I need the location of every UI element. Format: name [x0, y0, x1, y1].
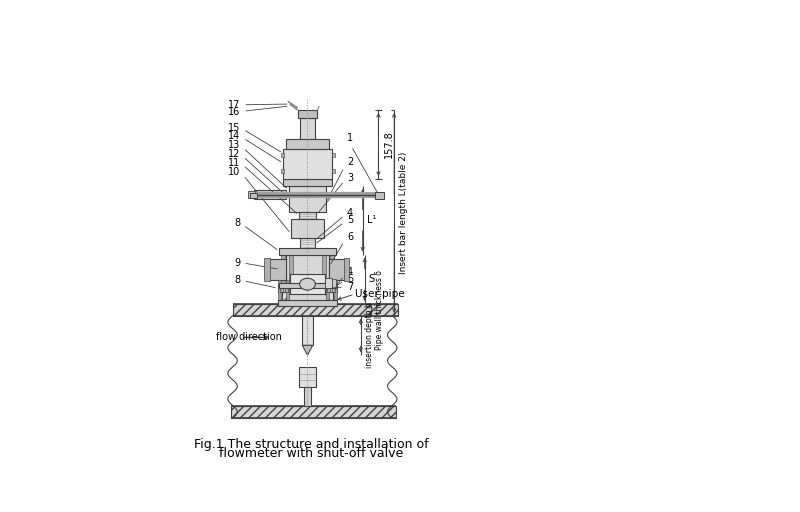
Bar	[278, 284, 337, 292]
Bar	[298, 110, 318, 118]
Bar	[332, 169, 335, 173]
Text: S: S	[369, 274, 374, 284]
Bar	[291, 219, 324, 238]
Polygon shape	[230, 407, 396, 418]
Bar	[330, 254, 334, 288]
Text: 9: 9	[234, 258, 277, 269]
Bar	[283, 150, 332, 179]
Bar	[285, 284, 288, 292]
Text: 5: 5	[317, 216, 353, 243]
Bar	[300, 118, 315, 139]
Text: 4: 4	[336, 267, 353, 286]
Bar	[322, 254, 326, 288]
Bar	[326, 280, 329, 306]
Text: 2: 2	[328, 157, 353, 199]
Bar	[301, 238, 314, 247]
Bar	[304, 387, 310, 407]
Text: Fig.1 The structure and installation of: Fig.1 The structure and installation of	[194, 438, 429, 451]
Text: 1: 1	[347, 133, 378, 194]
Bar	[281, 169, 284, 173]
Bar	[254, 189, 286, 199]
Bar	[332, 153, 335, 157]
Text: 6: 6	[330, 232, 353, 264]
Text: 3: 3	[318, 173, 353, 213]
Bar	[286, 254, 329, 284]
Polygon shape	[233, 304, 398, 316]
Bar	[281, 153, 284, 157]
Bar	[332, 284, 335, 292]
Text: Pipe wall thickness δ: Pipe wall thickness δ	[374, 270, 383, 350]
Text: 14: 14	[228, 132, 281, 162]
Bar	[327, 284, 330, 292]
Bar	[286, 280, 290, 306]
Bar	[283, 179, 332, 186]
Bar	[344, 258, 349, 281]
Text: 10: 10	[228, 167, 289, 231]
Bar	[279, 284, 282, 292]
Bar	[290, 274, 326, 294]
Text: 13: 13	[228, 140, 286, 188]
Text: 8: 8	[234, 275, 275, 288]
Bar	[268, 259, 286, 280]
Bar	[248, 191, 255, 198]
Bar	[279, 284, 336, 288]
Bar	[299, 367, 316, 387]
Bar	[329, 259, 345, 280]
Text: L¹: L¹	[366, 216, 376, 225]
Bar	[264, 258, 270, 281]
Text: 8: 8	[234, 218, 277, 249]
Ellipse shape	[300, 279, 315, 290]
Text: 7: 7	[328, 282, 353, 292]
Text: 5: 5	[328, 274, 353, 291]
Text: 4: 4	[317, 208, 353, 239]
Bar	[286, 139, 329, 150]
Text: 11: 11	[228, 158, 297, 214]
Text: 15: 15	[228, 123, 281, 152]
Text: 157.8: 157.8	[383, 131, 394, 158]
Bar	[332, 279, 336, 287]
Bar	[289, 186, 326, 211]
Polygon shape	[282, 294, 333, 304]
Bar	[278, 300, 337, 306]
Bar	[278, 280, 282, 306]
Bar	[282, 254, 285, 288]
Bar	[279, 247, 336, 254]
Bar	[282, 292, 333, 304]
Bar	[302, 316, 313, 345]
Text: User pipe: User pipe	[355, 289, 405, 299]
Text: insertion depth h: insertion depth h	[365, 303, 374, 368]
Text: flowmeter with shut-off valve: flowmeter with shut-off valve	[219, 447, 403, 460]
Bar	[326, 279, 332, 288]
Text: 17: 17	[228, 100, 287, 110]
Bar	[374, 193, 384, 199]
Text: flow direction: flow direction	[216, 332, 282, 343]
Text: 16: 16	[228, 106, 287, 117]
Text: 12: 12	[228, 149, 286, 196]
Bar	[334, 280, 337, 306]
Bar	[290, 254, 293, 288]
Bar	[250, 193, 258, 198]
Text: Insert bar length L(table 2): Insert bar length L(table 2)	[399, 152, 408, 274]
Polygon shape	[302, 345, 313, 355]
Bar	[299, 211, 316, 219]
